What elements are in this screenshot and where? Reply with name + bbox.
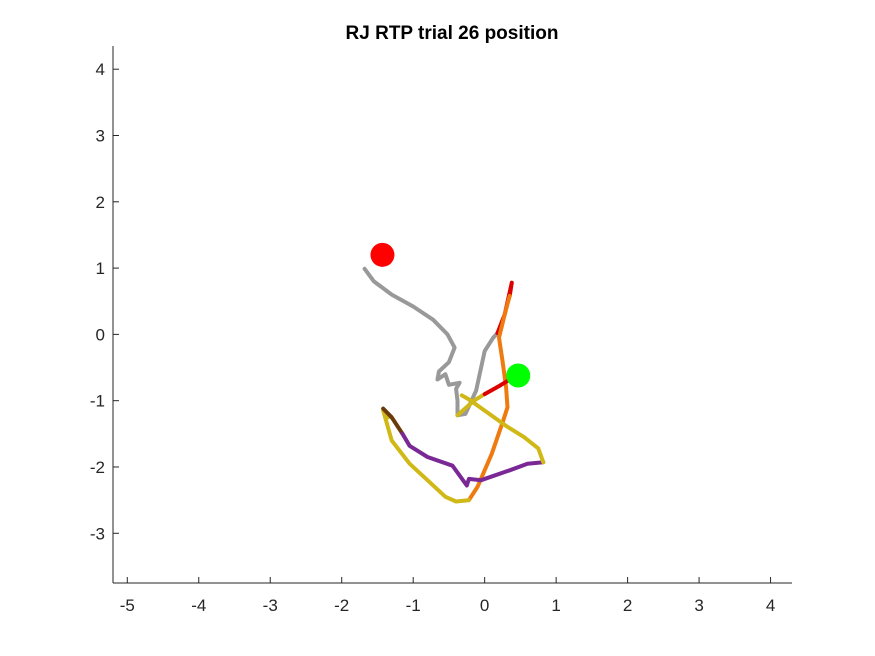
trajectory-segment-6 xyxy=(400,431,546,488)
y-tick-label: 0 xyxy=(96,325,105,344)
target-marker xyxy=(506,363,531,388)
x-tick-label: -1 xyxy=(406,596,421,615)
trajectory-segment-3 xyxy=(466,293,512,503)
trajectory-segment-4 xyxy=(381,408,471,504)
chart-title: RJ RTP trial 26 position xyxy=(346,23,559,44)
x-tick-label: -2 xyxy=(334,596,349,615)
trajectory-segment-1 xyxy=(362,266,500,418)
x-tick-label: 1 xyxy=(551,596,560,615)
y-ticks: -3 -2 -1 0 1 2 3 4 xyxy=(90,60,119,543)
x-ticks: -5 -4 -3 -2 -1 0 1 2 3 4 xyxy=(120,577,775,615)
x-tick-label: 2 xyxy=(623,596,632,615)
y-tick-label: 3 xyxy=(96,127,105,146)
y-tick-label: -3 xyxy=(90,524,105,543)
y-tick-label: -2 xyxy=(90,458,105,477)
y-tick-label: 2 xyxy=(96,193,105,212)
y-tick-label: 1 xyxy=(96,259,105,278)
x-tick-label: -5 xyxy=(120,596,135,615)
y-tick-label: 4 xyxy=(96,60,105,79)
x-tick-label: -4 xyxy=(191,596,206,615)
start-marker xyxy=(370,242,395,267)
x-tick-label: 0 xyxy=(480,596,489,615)
trajectory-segment-5 xyxy=(381,406,405,436)
trajectory-segment-8 xyxy=(455,392,487,418)
trajectory-segment-7 xyxy=(459,393,546,465)
plot-area xyxy=(362,242,546,504)
axes: -5 -4 -3 -2 -1 0 1 2 3 4 -3 -2 -1 0 1 2 3 4 xyxy=(90,46,792,615)
x-tick-label: 3 xyxy=(694,596,703,615)
y-tick-label: -1 xyxy=(90,392,105,411)
x-tick-label: 4 xyxy=(766,596,775,615)
x-tick-label: -3 xyxy=(263,596,278,615)
